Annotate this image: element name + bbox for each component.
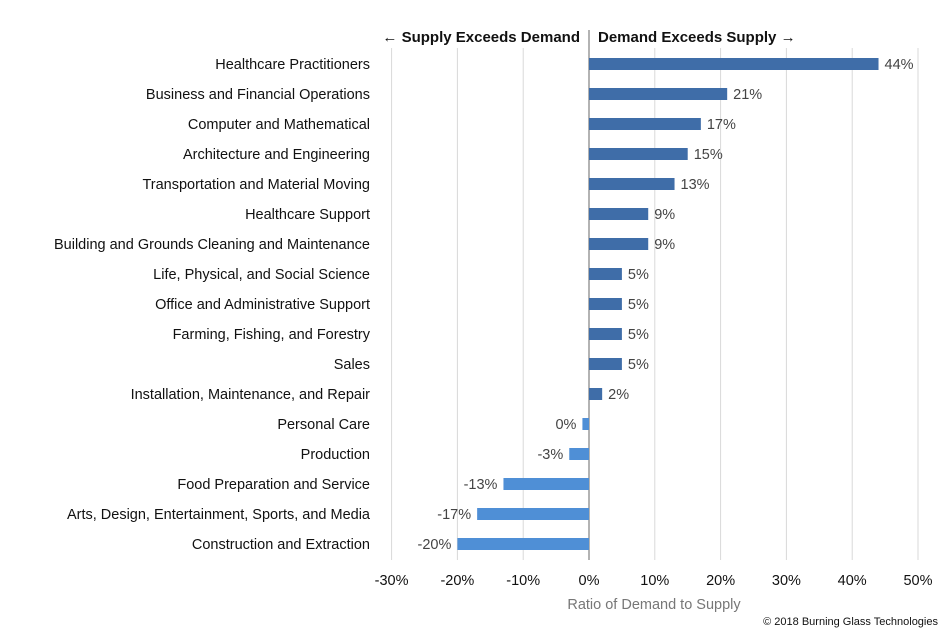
value-label: 5% [628, 327, 649, 343]
bar [589, 88, 728, 100]
x-tick-label: 50% [903, 573, 932, 589]
x-tick-label: 40% [838, 573, 867, 589]
value-label: 5% [628, 267, 649, 283]
x-tick-label: -30% [375, 573, 409, 589]
x-tick-label: 20% [706, 573, 735, 589]
bar [589, 178, 675, 190]
value-label: 15% [694, 147, 723, 163]
bar [503, 478, 589, 490]
bar [589, 328, 622, 340]
value-label: 2% [608, 387, 629, 403]
value-label: 9% [654, 237, 675, 253]
x-tick-label: -10% [506, 573, 540, 589]
x-tick-label: -20% [440, 573, 474, 589]
header-demand-exceeds-supply: Demand Exceeds Supply → [598, 29, 796, 46]
value-label: 5% [628, 357, 649, 373]
bar [589, 58, 879, 70]
value-label: -17% [437, 507, 471, 523]
category-label: Farming, Fishing, and Forestry [173, 327, 371, 343]
copyright-note: © 2018 Burning Glass Technologies [763, 616, 938, 628]
x-tick-label: 30% [772, 573, 801, 589]
value-label: -13% [464, 477, 498, 493]
x-tick-label: 0% [579, 573, 600, 589]
x-axis-title: Ratio of Demand to Supply [567, 597, 741, 613]
value-label: 5% [628, 297, 649, 313]
labels: -30% -20% -10% 0% 10% 20% 30% 40% 50% Healthcare … [54, 57, 933, 589]
category-label: Sales [334, 357, 370, 373]
bar [589, 268, 622, 280]
x-tick-label: 10% [640, 573, 669, 589]
bar [589, 298, 622, 310]
category-label: Computer and Mathematical [188, 117, 370, 133]
category-label: Arts, Design, Entertainment, Sports, and… [67, 507, 371, 523]
value-label: 9% [654, 207, 675, 223]
category-label: Business and Financial Operations [146, 87, 370, 103]
value-label: 0% [555, 417, 576, 433]
value-label: 44% [885, 57, 914, 73]
category-label: Food Preparation and Service [177, 477, 370, 493]
category-label: Installation, Maintenance, and Repair [131, 387, 371, 403]
value-label: 21% [733, 87, 762, 103]
value-label: 17% [707, 117, 736, 133]
bar [457, 538, 589, 550]
bar [589, 118, 701, 130]
category-label: Life, Physical, and Social Science [153, 267, 370, 283]
header-supply-exceeds-demand: ← Supply Exceeds Demand [382, 29, 580, 46]
bar [589, 208, 649, 220]
category-label: Production [301, 447, 370, 463]
bar [569, 448, 589, 460]
category-label: Construction and Extraction [192, 537, 370, 553]
bars [457, 58, 879, 550]
bar [589, 238, 649, 250]
value-label: -3% [537, 447, 563, 463]
bar [589, 148, 688, 160]
category-label: Architecture and Engineering [183, 147, 370, 163]
bar [589, 388, 603, 400]
bar [477, 508, 589, 520]
value-label: -20% [418, 537, 452, 553]
gridlines [391, 30, 919, 560]
category-label: Personal Care [277, 417, 370, 433]
category-label: Healthcare Support [245, 207, 370, 223]
bar [582, 418, 589, 430]
category-label: Transportation and Material Moving [142, 177, 370, 193]
category-label: Office and Administrative Support [155, 297, 370, 313]
category-label: Building and Grounds Cleaning and Mainte… [54, 237, 370, 253]
category-label: Healthcare Practitioners [215, 57, 370, 73]
value-label: 13% [681, 177, 710, 193]
bar [589, 358, 622, 370]
